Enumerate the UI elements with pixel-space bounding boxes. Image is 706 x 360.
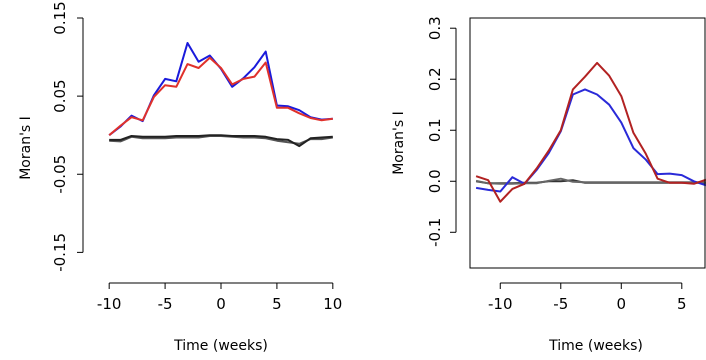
left-x-tick-label: 0 (216, 295, 226, 313)
right-y-tick-label: 0.0 (426, 169, 444, 193)
left-axes: -10 -5 0 5 10 -0.15 -0.05 0.05 0.15 (51, 1, 342, 313)
left-x-tick-label: 5 (272, 295, 282, 313)
right-y-tick-label: 0.1 (426, 118, 444, 142)
right-series-line-3 (475, 61, 706, 203)
chart-right: -10 -5 0 5 -0.1 0.0 0.1 0.2 0.3 Time (weeks) Mor… (391, 16, 706, 354)
left-y-tick-label: -0.15 (51, 233, 69, 272)
right-x-tick-label: 0 (617, 295, 627, 313)
right-y-tick-label: -0.1 (426, 218, 444, 247)
right-x-axis-label: Time (weeks) (548, 338, 643, 354)
left-y-tick-label: -0.05 (51, 155, 69, 194)
left-x-tick-label: -10 (97, 295, 122, 313)
right-axes: -10 -5 0 5 -0.1 0.0 0.1 0.2 0.3 (426, 16, 706, 313)
right-y-axis-label: Moran's I (391, 111, 407, 175)
right-plot-area (475, 61, 706, 203)
left-y-axis-label: Moran's I (18, 116, 34, 180)
right-x-tick-label: -5 (553, 295, 568, 313)
right-y-tick-label: 0.2 (426, 67, 444, 91)
right-y-tick-label: 0.3 (426, 16, 444, 40)
right-series-line-2 (475, 88, 706, 193)
left-series-line-2 (108, 42, 333, 136)
right-plot-frame (469, 17, 706, 269)
left-y-tick-label: 0.15 (51, 1, 69, 34)
left-y-tick-label: 0.05 (51, 79, 69, 112)
left-x-axis-label: Time (weeks) (173, 338, 268, 354)
right-x-tick-label: -10 (488, 295, 513, 313)
left-x-tick-label: -5 (158, 295, 173, 313)
right-x-tick-label: 5 (677, 295, 687, 313)
left-x-tick-label: 10 (323, 295, 342, 313)
left-plot-area (108, 42, 333, 148)
left-series-line-1 (109, 134, 333, 148)
chart-left: -10 -5 0 5 10 -0.15 -0.05 0.05 0.15 Time (weeks)… (18, 1, 342, 354)
left-series-line-3 (108, 56, 333, 136)
